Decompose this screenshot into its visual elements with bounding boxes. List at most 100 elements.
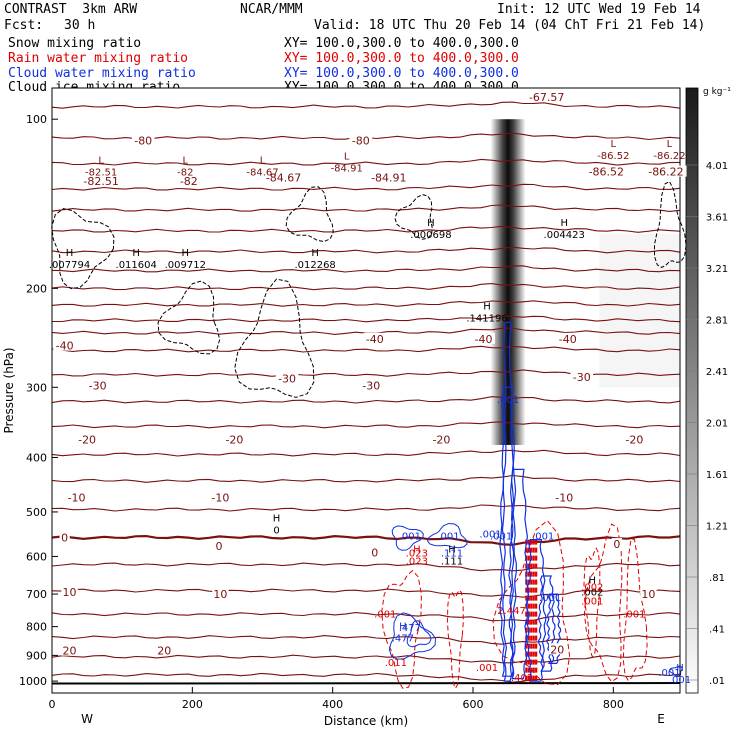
temperature-label-bg — [640, 587, 657, 599]
colorbar-label: 3.61 — [706, 213, 728, 224]
temperature-label: -40 — [56, 340, 74, 353]
y-axis-title: Pressure (hPa) — [2, 347, 16, 433]
temperature-contour — [51, 504, 681, 512]
temperature-label: -20 — [625, 434, 643, 447]
extremum-value: -86.52 — [597, 151, 629, 162]
colorbar-label: 4.01 — [706, 161, 728, 172]
temperature-label: 0 — [61, 532, 68, 545]
temperature-label-bg — [611, 538, 622, 550]
extremum-value: 0 — [273, 526, 279, 537]
temperature-label: -82.51 — [83, 175, 118, 188]
extremum-value: .002 — [581, 587, 603, 598]
colorbar-label: .01 — [709, 676, 725, 687]
temperature-contour — [51, 534, 681, 546]
moisture-label: .477 — [399, 623, 421, 634]
low-marker: L — [260, 156, 266, 167]
temperature-label-bg — [53, 339, 76, 351]
temperature-label-bg — [363, 332, 387, 344]
temperature-label-bg — [369, 546, 380, 558]
extremum-value: .141196 — [466, 313, 507, 324]
cloud-water-contour — [537, 575, 556, 672]
snow-shading-core — [490, 119, 526, 445]
moisture-label: .023 — [406, 548, 428, 559]
cloud-water-contour — [546, 593, 562, 664]
fcst-value: 30 h — [64, 18, 96, 33]
temperature-contour — [51, 612, 681, 622]
high-marker: H — [273, 514, 281, 525]
center-title: NCAR/MMM — [240, 2, 303, 17]
low-marker: L — [344, 152, 350, 163]
temperature-label-bg — [585, 165, 627, 177]
temperature-label: -30 — [89, 379, 107, 392]
temperature-label-bg — [623, 433, 646, 445]
low-marker: L — [667, 139, 673, 150]
moisture-label: .401 — [511, 673, 533, 684]
y-tick-label: 500 — [26, 506, 47, 519]
colorbar-label: 1.61 — [706, 470, 728, 481]
colorbar-label: .41 — [709, 625, 725, 636]
east-label: E — [657, 712, 665, 726]
colorbar-unit: g kg⁻¹ — [703, 87, 731, 97]
moisture-label: .001 — [658, 668, 680, 679]
cloud-ice-contour — [654, 180, 687, 268]
temperature-label: 20 — [157, 645, 171, 658]
moisture-label: .001 — [539, 593, 561, 604]
temperature-contour — [51, 449, 681, 457]
temperature-contour — [51, 246, 681, 254]
moisture-label: .001 — [532, 532, 554, 543]
temperature-label-bg — [262, 171, 305, 183]
temperature-label: -84.91 — [371, 171, 406, 184]
moisture-label: .001 — [374, 609, 396, 620]
temperature-label-bg — [212, 587, 229, 599]
temperature-label-bg — [86, 379, 109, 391]
temperature-contour — [51, 635, 681, 645]
temperature-label: -20 — [225, 434, 243, 447]
moisture-label: .001 — [476, 663, 498, 674]
plot-frame — [51, 87, 681, 694]
model-title: CONTRAST 3km ARW — [4, 2, 138, 17]
low-marker: L — [98, 156, 104, 167]
temperature-label-bg — [177, 175, 201, 187]
temperature-contour — [51, 183, 681, 191]
temperature-label: -10 — [555, 491, 573, 504]
cloud-water-contour — [508, 468, 529, 680]
temperature-label: 20 — [63, 645, 77, 658]
y-tick-label: 600 — [26, 550, 47, 563]
extremum-value: -84.91 — [331, 164, 363, 175]
temperature-contour — [51, 300, 681, 307]
cloud-ice-contour — [157, 280, 221, 355]
x-tick-label: 800 — [603, 698, 624, 711]
temperature-contour — [51, 588, 681, 598]
temperature-contour — [51, 265, 681, 273]
valid-time: Valid: 18 UTC Thu 20 Feb 14 (04 ChT Fri … — [314, 18, 706, 33]
temperature-label: 20 — [550, 643, 564, 656]
colorbar-label: 2.41 — [706, 367, 728, 378]
moisture-label: .111 — [441, 548, 463, 559]
colorbar-label: 2.01 — [706, 419, 728, 430]
y-tick-label: 200 — [26, 282, 47, 295]
temperature-label-bg — [552, 491, 576, 503]
rain-water-contour — [492, 519, 571, 686]
temperature-contour — [51, 421, 681, 429]
field-xy-rain: XY= 100.0,300.0 to 400.0,300.0 — [284, 51, 519, 66]
temperature-label-bg — [368, 171, 410, 183]
field-xy-snow: XY= 100.0,300.0 to 400.0,300.0 — [284, 36, 519, 51]
temperature-contour — [51, 101, 681, 109]
temperature-label-bg — [349, 134, 373, 146]
temperature-label: -80 — [134, 134, 152, 147]
temperature-label-bg — [65, 491, 88, 503]
temperature-label: -84.67 — [266, 171, 301, 184]
high-marker: H — [676, 663, 684, 674]
y-tick-label: 700 — [26, 588, 47, 601]
temperature-label: -40 — [475, 333, 493, 346]
high-marker: H — [427, 218, 435, 229]
temperature-label: -30 — [278, 373, 296, 386]
temperature-label-bg — [472, 332, 495, 344]
y-tick-label: 400 — [26, 451, 47, 464]
field-label-cloud-water: Cloud water mixing ratio — [8, 66, 196, 81]
temperature-label: -10 — [211, 491, 229, 504]
temperature-contour — [51, 204, 681, 212]
x-tick-label: 600 — [463, 698, 484, 711]
rain-water-contour — [381, 569, 422, 689]
moisture-label: .001 — [399, 532, 421, 543]
